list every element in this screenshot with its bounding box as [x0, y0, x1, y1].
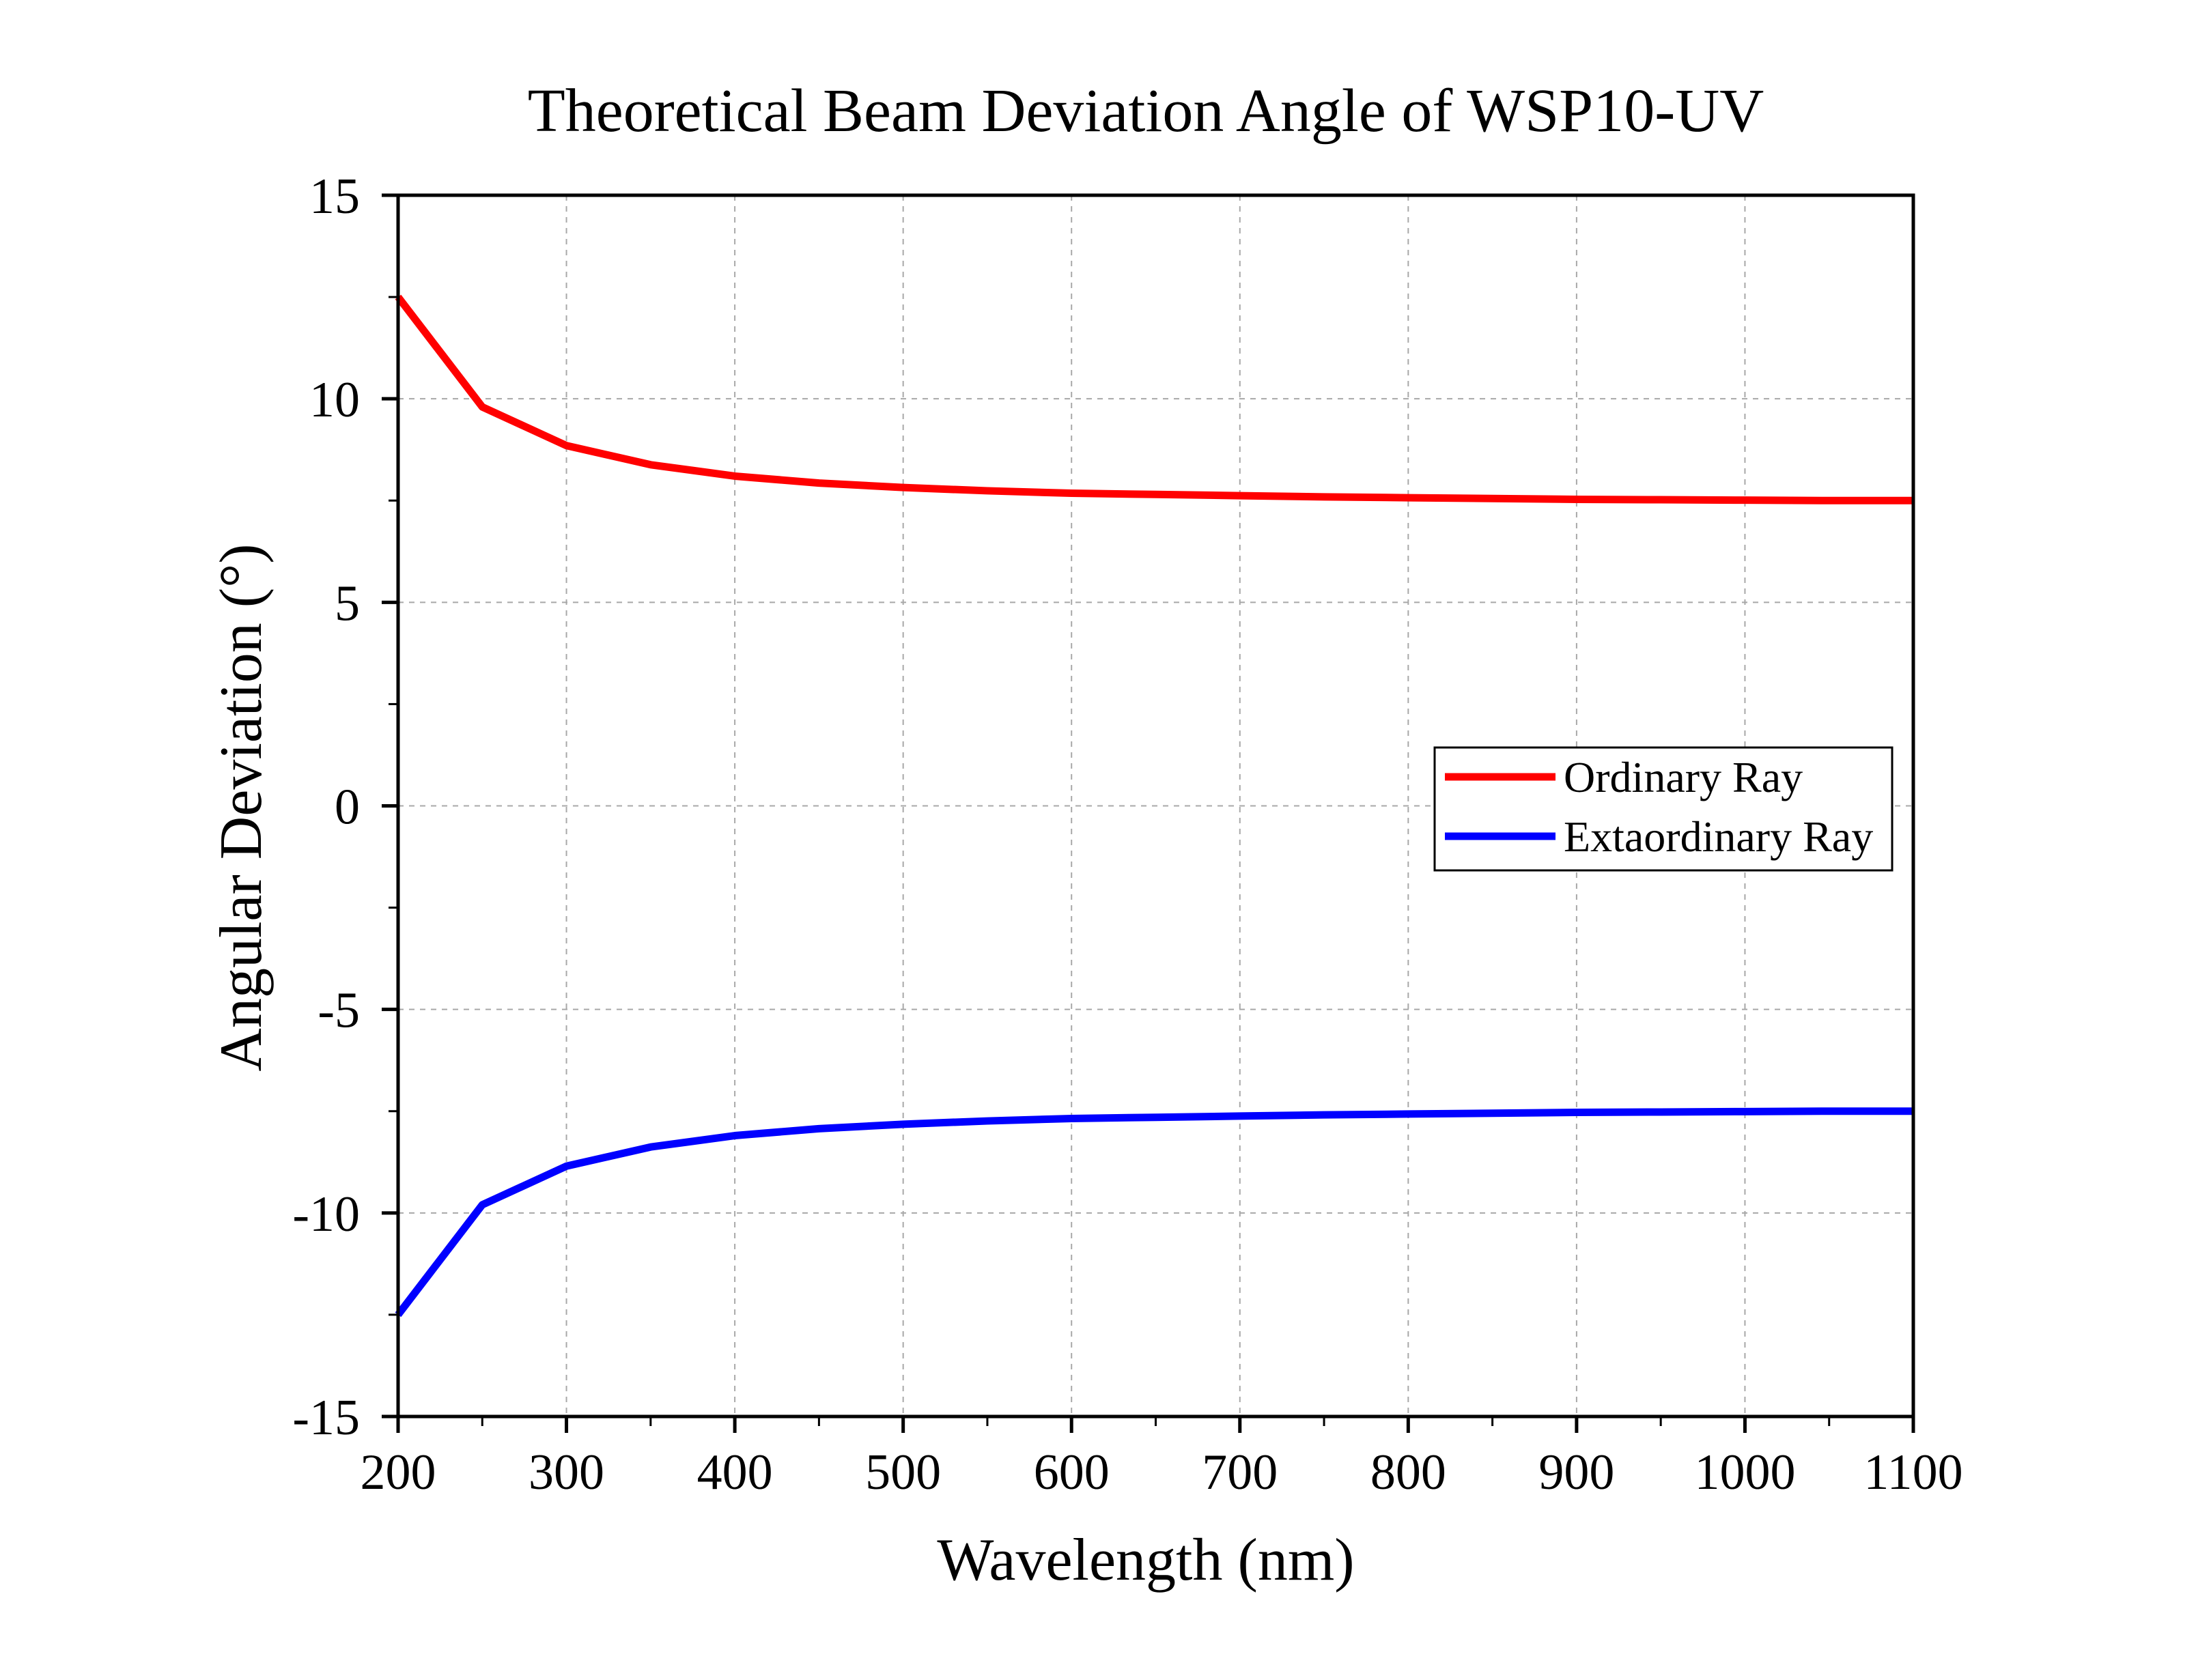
x-tick-label: 400 [697, 1444, 773, 1500]
y-tick-label: -15 [292, 1390, 360, 1446]
x-tick-label: 1100 [1863, 1444, 1962, 1500]
x-axis-title: Wavelength (nm) [937, 1527, 1354, 1593]
chart-title: Theoretical Beam Deviation Angle of WSP1… [528, 77, 1764, 145]
x-tick-label: 500 [865, 1444, 941, 1500]
legend: Ordinary Ray Extaordinary Ray [1433, 746, 1894, 872]
x-tick-label: 1000 [1694, 1444, 1795, 1500]
grid-layer [398, 195, 1913, 1416]
y-tick-label: 15 [309, 169, 360, 225]
x-tick-label: 800 [1370, 1444, 1446, 1500]
series-layer [395, 294, 1913, 1318]
y-tick-label: -5 [318, 983, 360, 1039]
y-axis-title: Angular Deviation (°) [208, 543, 274, 1071]
y-tick-label: 10 [309, 372, 360, 428]
x-tick-label: 900 [1538, 1444, 1614, 1500]
series-line-ordinary-ray [395, 294, 1913, 504]
legend-label-extraordinary-ray: Extaordinary Ray [1564, 812, 1873, 861]
x-tick-label: 200 [361, 1444, 436, 1500]
x-tick-label: 700 [1202, 1444, 1278, 1500]
tick-layer [382, 193, 1915, 1433]
x-tick-label: 300 [529, 1444, 604, 1500]
legend-label-ordinary-ray: Ordinary Ray [1564, 753, 1803, 801]
y-tick-label: 5 [335, 575, 360, 631]
y-tick-label: -10 [292, 1186, 360, 1242]
legend-box [1433, 746, 1894, 872]
series-line-extraordinary-ray [395, 1107, 1913, 1318]
tick-label-layer: 200 300 400 500 600 700 800 900 1000 1100 15 10 5 0 -5… [292, 169, 1962, 1500]
x-tick-label: 600 [1034, 1444, 1110, 1500]
y-tick-label: 0 [335, 780, 360, 836]
